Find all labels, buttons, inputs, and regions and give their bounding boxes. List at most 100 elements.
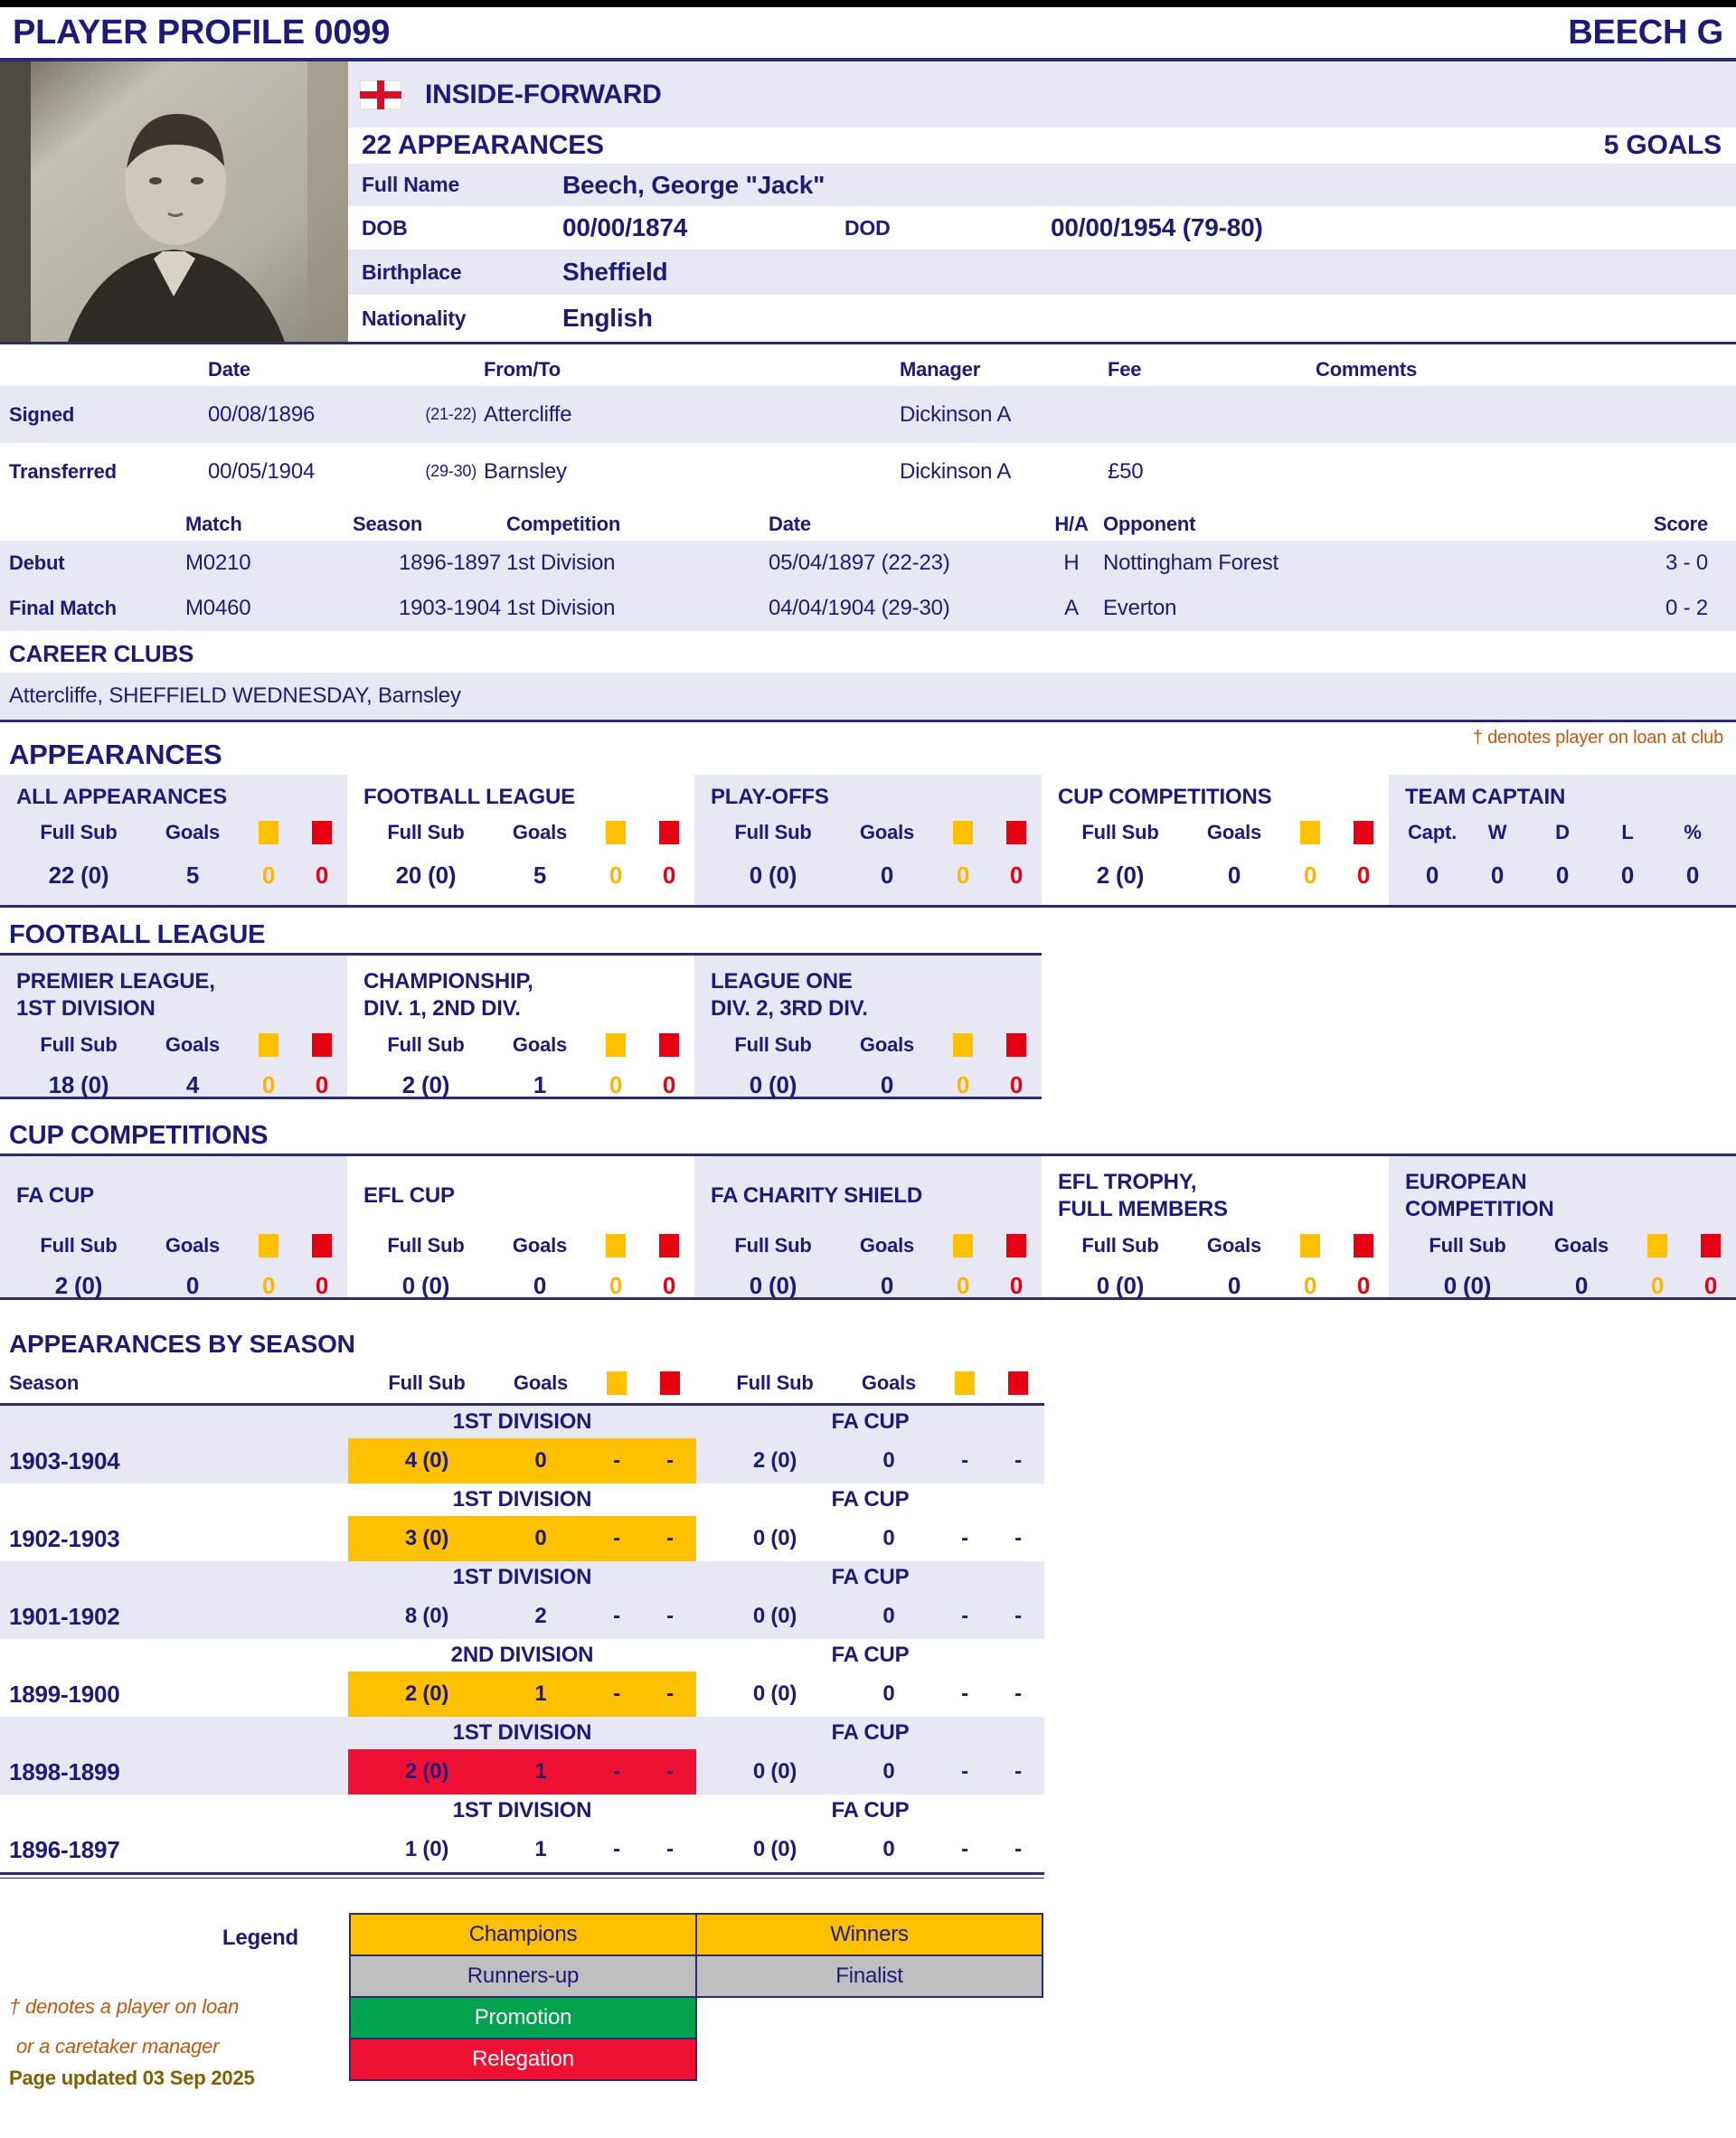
full-sub-value: 0 (0)	[749, 1271, 797, 1299]
transfers-fee-header: Fee	[1108, 358, 1142, 381]
player-photo	[0, 61, 348, 342]
stats-block-title: CUP COMPETITIONS	[1042, 782, 1389, 813]
summary-row: 22 APPEARANCES 5 GOALS	[0, 127, 1736, 164]
divider-line	[0, 1297, 1736, 1300]
signed-row: Signed 00/08/1896 (21-22) Attercliffe Di…	[0, 386, 1736, 443]
red-cards-value: 0	[662, 1271, 676, 1299]
cup-competition-label: FA CUP	[831, 1643, 910, 1667]
nationality-label: Nationality	[362, 306, 467, 330]
final-match-opponent: Everton	[1103, 596, 1177, 620]
league-values: 8 (0) 2 - -	[348, 1594, 696, 1639]
team-captain-block: TEAM CAPTAIN Capt. W D L % 0 0 0 0 0	[1389, 775, 1736, 905]
season-row: 2ND DIVISION FA CUP 1899-1900 2 (0) 1 - …	[0, 1639, 1044, 1717]
league-goals-value: 1	[534, 1837, 547, 1861]
season-row: 1ST DIVISION FA CUP 1898-1899 2 (0) 1 - …	[0, 1717, 1044, 1794]
stats-column-headers: Full Sub Goals	[694, 1028, 1042, 1062]
legend-relegation: Relegation	[349, 2038, 697, 2081]
red-card-icon	[993, 1371, 1043, 1395]
cup-competition-label: FA CUP	[831, 1720, 910, 1745]
cup-yellow-value: -	[961, 1837, 968, 1861]
debut-opponent: Nottingham Forest	[1103, 551, 1279, 575]
goals-header: Goals	[859, 1033, 915, 1056]
yellow-cards-value: 0	[609, 1271, 623, 1299]
divider-line	[0, 905, 1736, 908]
stats-block-title-line1: FA CHARITY SHIELD	[711, 1183, 922, 1208]
full-sub-header: Full Sub	[734, 1033, 812, 1056]
full-sub-header: Full Sub	[387, 821, 465, 843]
cup-competition-label: FA CUP	[831, 1798, 910, 1822]
full-sub-header: Full Sub	[40, 1033, 118, 1056]
goals-header: Goals	[512, 1033, 568, 1056]
opponent-header: Opponent	[1103, 512, 1196, 535]
league-values: 2 (0) 1 - -	[348, 1749, 696, 1794]
cup-competitions-blocks: FA CUP Full Sub Goals 2 (0) 0 0 0 EFL CU…	[0, 1156, 1736, 1299]
season-header: Season	[353, 512, 423, 535]
cup-competitions-heading: CUP COMPETITIONS	[9, 1120, 269, 1150]
season-competitions-line: 1ST DIVISION FA CUP	[0, 1406, 1044, 1438]
season-table-header: Season Full Sub Goals Full Sub Goals	[0, 1363, 1044, 1403]
yellow-card-icon	[588, 1033, 644, 1057]
career-clubs-heading: CAREER CLUBS	[9, 639, 194, 667]
full-sub-value: 0 (0)	[749, 1070, 797, 1098]
goals-value: 0	[880, 1271, 894, 1299]
full-sub-value: 0 (0)	[401, 1271, 450, 1299]
yellow-card-icon	[589, 1371, 645, 1395]
season-values-line: 1903-1904 4 (0) 0 - - 2 (0) 0 - -	[0, 1438, 1044, 1483]
stats-block-title-line2: DIV. 1, 2ND DIV.	[363, 996, 521, 1021]
matches-table: Match Season Competition Date H/A Oppone…	[0, 507, 1736, 631]
full-sub-header: Full Sub	[40, 821, 118, 843]
match-header: Match	[185, 512, 242, 535]
season-column-header: Season	[9, 1371, 80, 1394]
stats-values: 2 (0) 0 0 0	[1042, 852, 1389, 898]
home-away-header: H/A	[1054, 512, 1089, 535]
stats-block-title-line2: COMPETITION	[1405, 1197, 1554, 1221]
red-card-icon	[1338, 821, 1389, 844]
final-match-date: 04/04/1904 (29-30)	[769, 596, 950, 620]
cup-goals-value: 0	[882, 1837, 895, 1861]
league-competition-label: 1ST DIVISION	[452, 1409, 592, 1434]
signed-manager: Dickinson A	[900, 401, 1012, 427]
footer-loan-note-line2: or a caretaker manager	[16, 2035, 220, 2058]
goals-header: Goals	[1206, 1234, 1262, 1257]
red-card-icon	[297, 1033, 347, 1057]
divider-line	[0, 953, 1042, 956]
stats-column-headers: Full Sub Goals	[1042, 1229, 1389, 1263]
league-full-sub-value: 2 (0)	[404, 1759, 449, 1784]
captain-value: 0	[1425, 861, 1439, 889]
yellow-card-icon	[588, 821, 644, 844]
footer-loan-note: † denotes a player on loan or a caretake…	[9, 1987, 239, 2067]
league-goals-value: 2	[534, 1604, 547, 1628]
final-match-label: Final Match	[9, 597, 117, 619]
season-rows: 1ST DIVISION FA CUP 1903-1904 4 (0) 0 - …	[0, 1406, 1736, 1872]
league-values: 4 (0) 0 - -	[348, 1438, 696, 1483]
cup-goals-value: 0	[882, 1759, 895, 1784]
yellow-cards-value: 0	[1303, 861, 1317, 889]
cup-goals-value: 0	[882, 1448, 895, 1473]
cup-red-value: -	[1014, 1604, 1022, 1628]
goals-value: 5	[185, 861, 200, 889]
full-sub-value: 2 (0)	[54, 1271, 103, 1299]
goals-value: 0	[880, 1070, 894, 1098]
team-captain-headers: Capt. W D L %	[1389, 813, 1736, 852]
league-yellow-value: -	[613, 1681, 620, 1706]
stats-block: FOOTBALL LEAGUE Full Sub Goals 20 (0) 5 …	[347, 775, 694, 905]
draws-header: D	[1555, 821, 1570, 843]
season-competitions-line: 1ST DIVISION FA CUP	[0, 1717, 1044, 1749]
cup-values: 0 (0) 0 - -	[696, 1672, 1044, 1717]
legend-champions: Champions	[349, 1913, 697, 1956]
stats-block-title: FOOTBALL LEAGUE	[347, 782, 694, 813]
league-red-value: -	[666, 1448, 674, 1473]
league-full-sub-value: 2 (0)	[404, 1681, 449, 1706]
full-sub-value: 22 (0)	[48, 861, 109, 889]
league-full-sub-value: 8 (0)	[404, 1604, 449, 1628]
league-red-value: -	[666, 1681, 674, 1706]
yellow-cards-value: 0	[261, 1271, 276, 1299]
stats-column-headers: Full Sub Goals	[0, 813, 347, 852]
stats-values: 2 (0) 0 0 0	[0, 1263, 347, 1308]
full-sub-header: Full Sub	[734, 821, 812, 843]
cup-competition-label: FA CUP	[831, 1487, 910, 1512]
league-full-sub-value: 1 (0)	[404, 1837, 449, 1861]
goals-header: Goals	[1206, 821, 1262, 843]
yellow-card-icon	[935, 1234, 991, 1257]
